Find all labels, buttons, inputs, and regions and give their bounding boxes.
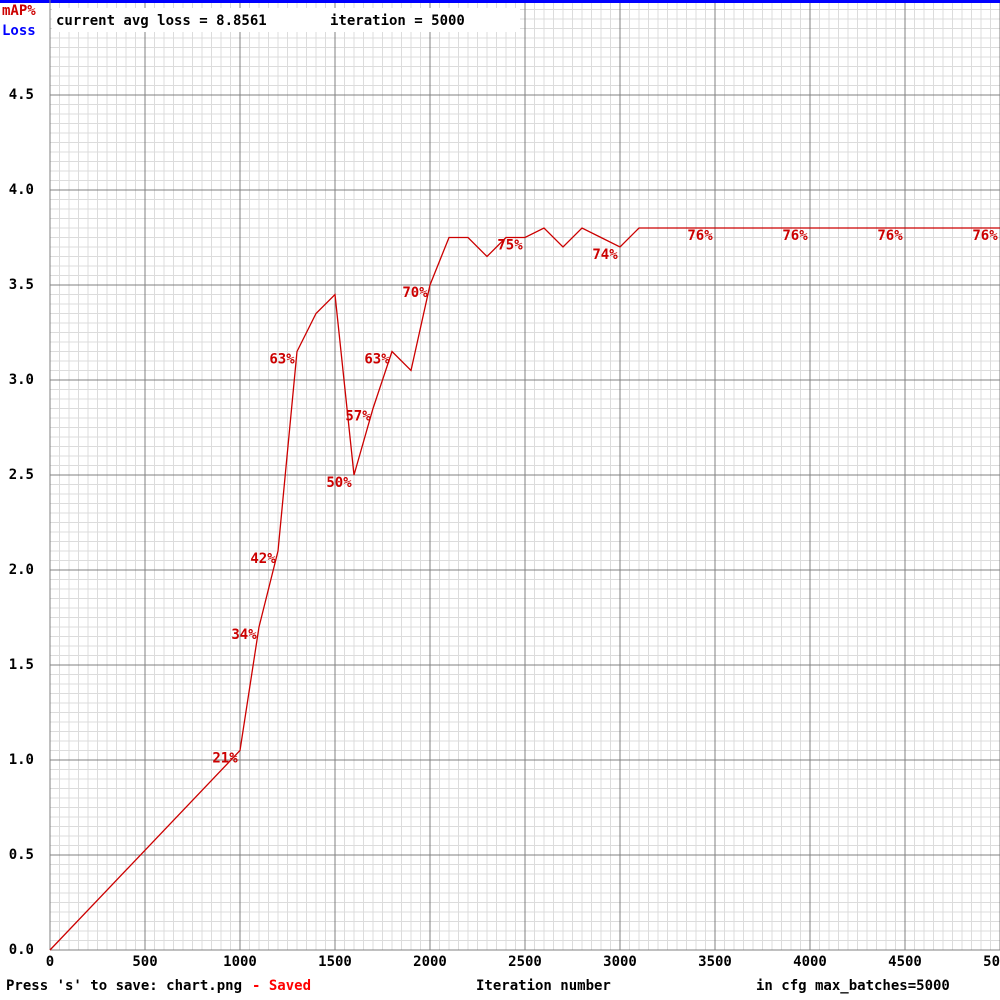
y-tick-label: 1.5 xyxy=(9,657,34,673)
data-label: 74% xyxy=(592,247,618,263)
y-tick-label: 3.5 xyxy=(9,277,34,293)
major-grid xyxy=(49,0,1000,951)
x-tick-label: 1000 xyxy=(223,954,257,970)
x-tick-label: 2000 xyxy=(413,954,447,970)
data-label: 76% xyxy=(877,228,903,244)
data-label: 57% xyxy=(345,409,371,425)
y-tick-label: 3.0 xyxy=(9,372,34,388)
map-line xyxy=(49,227,1000,951)
x-tick-label: 500 xyxy=(132,954,157,970)
data-label: 50% xyxy=(326,475,352,491)
x-tick-label: 1500 xyxy=(318,954,352,970)
data-label: 34% xyxy=(231,627,257,643)
data-label: 76% xyxy=(972,228,998,244)
footer-saved: - Saved xyxy=(252,978,311,994)
y-tick-label: 2.0 xyxy=(9,562,34,578)
x-tick-label: 4000 xyxy=(793,954,827,970)
y-tick-label: 1.0 xyxy=(9,752,34,768)
loss-text: current avg loss = 8.8561 xyxy=(56,13,267,29)
x-tick-label: 4500 xyxy=(888,954,922,970)
data-label: 63% xyxy=(269,352,295,368)
y-tick-label: 4.5 xyxy=(9,87,34,103)
legend-loss: Loss xyxy=(2,23,36,39)
data-label: 21% xyxy=(212,751,238,767)
y-tick-label: 2.5 xyxy=(9,467,34,483)
footer-save: Press 's' to save: chart.png xyxy=(6,978,242,994)
status-box xyxy=(52,8,520,32)
x-tick-label: 3000 xyxy=(603,954,637,970)
x-axis-label: Iteration number xyxy=(476,978,611,994)
x-tick-label: 0 xyxy=(46,954,54,970)
data-label: 76% xyxy=(687,228,713,244)
x-tick-label: 2500 xyxy=(508,954,542,970)
data-label: 70% xyxy=(402,285,428,301)
x-tick-label: 3500 xyxy=(698,954,732,970)
data-label: 42% xyxy=(250,551,276,567)
loss-trace xyxy=(0,0,1000,3)
y-tick-label: 0.5 xyxy=(9,847,34,863)
y-tick-label: 4.0 xyxy=(9,182,34,198)
data-label: 75% xyxy=(497,238,523,254)
x-tick-label: 5000 xyxy=(983,954,1000,970)
y-tick-label: 0.0 xyxy=(9,942,34,958)
iteration-text: iteration = 5000 xyxy=(330,13,465,29)
data-label: 76% xyxy=(782,228,808,244)
data-label: 63% xyxy=(364,352,390,368)
footer-max-batches: in cfg max_batches=5000 xyxy=(756,978,950,994)
legend-map: mAP% xyxy=(2,3,36,19)
